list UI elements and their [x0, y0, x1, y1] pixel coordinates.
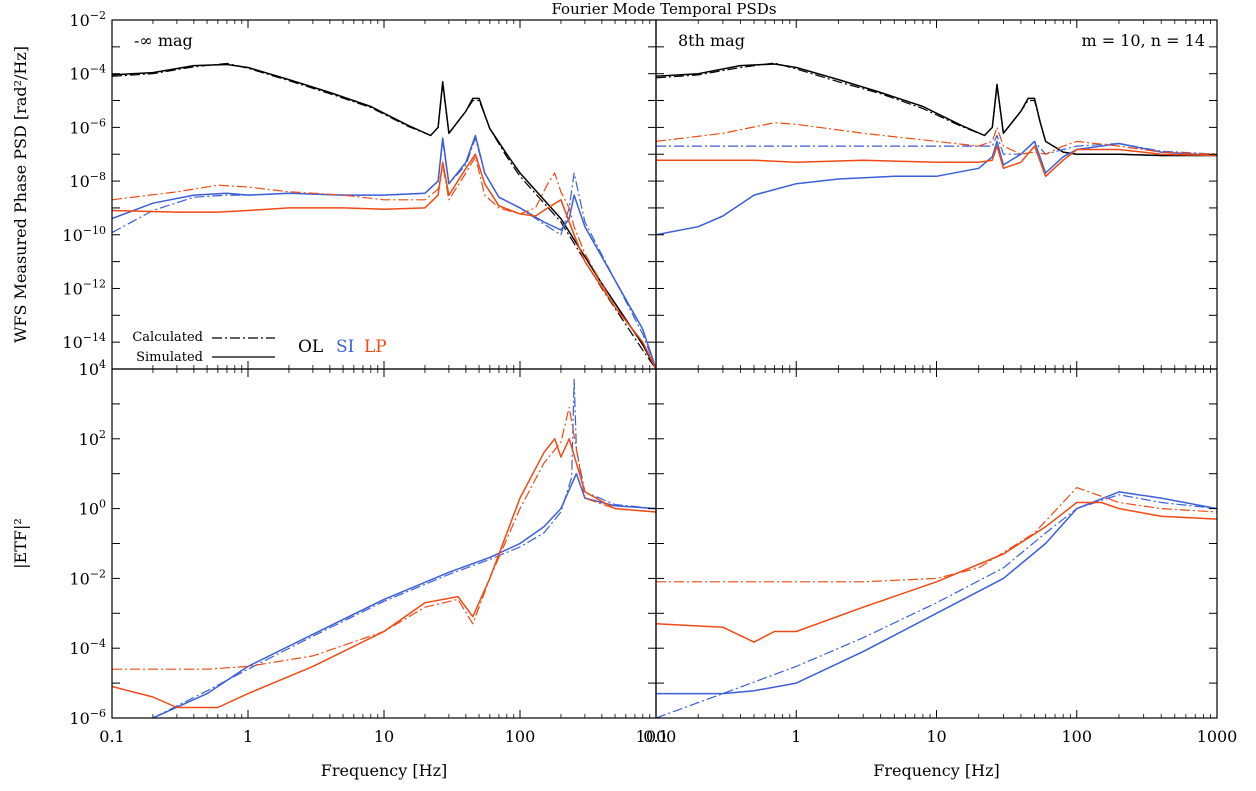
- y-tick-label: 104: [79, 358, 106, 379]
- series-ol-solid: [656, 63, 1217, 157]
- x-tick-label: 1000: [1197, 727, 1238, 746]
- series-si-dashdot: [112, 137, 656, 369]
- x-tick-label: 10: [374, 727, 394, 746]
- y-tick-label: 10−12: [62, 277, 106, 298]
- panel-annotation-mode: m = 10, n = 14: [1081, 31, 1205, 50]
- series-si-solid: [112, 134, 656, 369]
- series-si-dashdot: [656, 494, 1217, 718]
- series-lp-solid: [656, 501, 1217, 643]
- series-ol-dashdot: [112, 62, 656, 369]
- panel-bottom-left: 0.1 1 10 100 1000 10−6 10−4 10−2 100 102 104 Freque…: [11, 358, 676, 780]
- y-tick-label: 10−14: [62, 331, 106, 352]
- series-si-solid: [656, 491, 1217, 695]
- legend-simulated-label: Simulated: [136, 350, 203, 365]
- y-tick-label: 10−8: [69, 170, 106, 191]
- panel-annotation: 8th mag: [678, 31, 745, 50]
- legend-calculated-label: Calculated: [132, 330, 203, 345]
- series-lp-dashdot: [112, 406, 656, 670]
- legend-lp: LP: [364, 337, 387, 357]
- x-axis-label: Frequency [Hz]: [873, 761, 1000, 780]
- y-tick-label: 10−2: [69, 567, 106, 588]
- x-tick-label: 1: [243, 727, 253, 746]
- y-tick-label: 10−2: [69, 9, 106, 30]
- panel-top-left: 10−14 10−12 10−10 10−8 10−6 10−4 10−2 WFS Measu…: [11, 9, 657, 370]
- x-tick-label: 0.1: [643, 727, 668, 746]
- figure-title: Fourier Mode Temporal PSDs: [551, 0, 776, 18]
- y-tick-label: 10−10: [62, 224, 106, 245]
- legend-si: SI: [336, 337, 354, 357]
- x-tick-label: 100: [505, 727, 536, 746]
- y-tick-label: 10−6: [69, 707, 106, 728]
- legend: Calculated Simulated OL SI LP: [132, 330, 386, 365]
- y-tick-label: 100: [79, 498, 106, 519]
- x-tick-label: 1000: [636, 727, 677, 746]
- x-tick-label: 10: [926, 727, 946, 746]
- y-tick-label: 10−4: [69, 63, 106, 84]
- panel-annotation: -∞ mag: [134, 31, 193, 50]
- x-axis-label: Frequency [Hz]: [321, 761, 448, 780]
- y-axis-label: WFS Measured Phase PSD [rad²/Hz]: [11, 46, 30, 343]
- series-si-solid: [152, 472, 656, 718]
- y-tick-label: 10−6: [69, 116, 106, 137]
- series-lp-solid: [112, 438, 656, 709]
- series-lp-solid: [656, 145, 1217, 178]
- y-tick-label: 10−4: [69, 637, 106, 658]
- series-lp-solid: [112, 153, 656, 369]
- y-tick-label: 102: [79, 428, 106, 449]
- series-ol-dashdot: [656, 62, 1217, 157]
- panel-bottom-right: 0.1 1 10 100 1000 Frequency [Hz]: [643, 368, 1238, 780]
- series-lp-dashdot: [112, 156, 656, 369]
- x-tick-label: 0.1: [99, 727, 124, 746]
- y-axis-label: |ETF|²: [11, 518, 30, 569]
- x-tick-label: 1: [791, 727, 801, 746]
- legend-ol: OL: [298, 337, 323, 357]
- series-si-dashdot: [656, 134, 1217, 155]
- series-lp-dashdot: [656, 487, 1217, 583]
- x-tick-label: 100: [1061, 727, 1092, 746]
- series-lp-dashdot: [656, 122, 1217, 155]
